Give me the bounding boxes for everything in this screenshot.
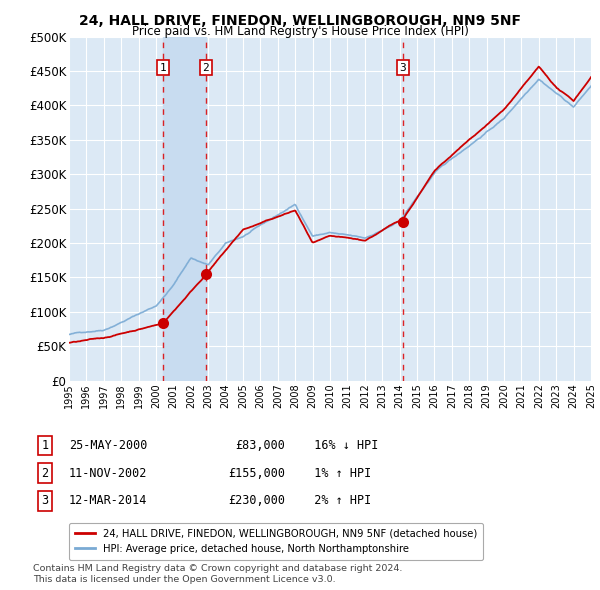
Text: 3: 3 (41, 494, 49, 507)
Bar (163, 37, 206, 381)
Text: Price paid vs. HM Land Registry's House Price Index (HPI): Price paid vs. HM Land Registry's House … (131, 25, 469, 38)
Legend: 24, HALL DRIVE, FINEDON, WELLINGBOROUGH, NN9 5NF (detached house), HPI: Average : 24, HALL DRIVE, FINEDON, WELLINGBOROUGH,… (69, 523, 483, 559)
Text: £155,000: £155,000 (228, 467, 285, 480)
Text: Contains HM Land Registry data © Crown copyright and database right 2024.: Contains HM Land Registry data © Crown c… (33, 565, 403, 573)
Text: This data is licensed under the Open Government Licence v3.0.: This data is licensed under the Open Gov… (33, 575, 335, 584)
Text: 12-MAR-2014: 12-MAR-2014 (69, 494, 148, 507)
Text: 2: 2 (202, 63, 209, 73)
Text: 2% ↑ HPI: 2% ↑ HPI (300, 494, 371, 507)
Text: 1: 1 (160, 63, 166, 73)
Text: 25-MAY-2000: 25-MAY-2000 (69, 439, 148, 452)
Text: 3: 3 (400, 63, 406, 73)
Text: 24, HALL DRIVE, FINEDON, WELLINGBOROUGH, NN9 5NF: 24, HALL DRIVE, FINEDON, WELLINGBOROUGH,… (79, 14, 521, 28)
Text: £230,000: £230,000 (228, 494, 285, 507)
Text: 1% ↑ HPI: 1% ↑ HPI (300, 467, 371, 480)
Text: 16% ↓ HPI: 16% ↓ HPI (300, 439, 379, 452)
Text: 1: 1 (41, 439, 49, 452)
Text: £83,000: £83,000 (235, 439, 285, 452)
Text: 11-NOV-2002: 11-NOV-2002 (69, 467, 148, 480)
Text: 2: 2 (41, 467, 49, 480)
